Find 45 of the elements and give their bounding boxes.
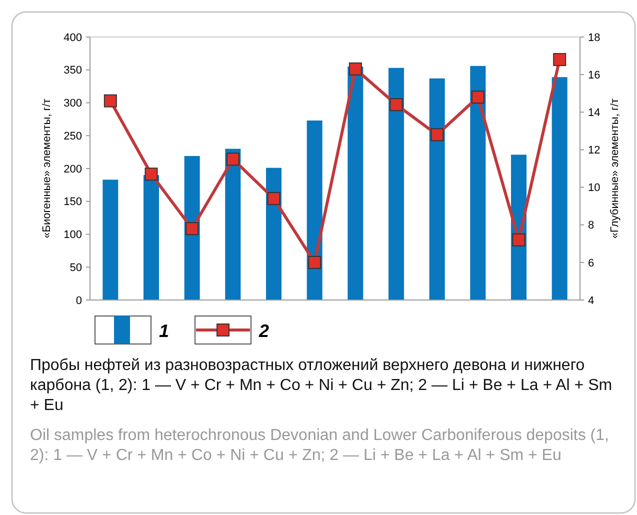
bar (552, 77, 568, 300)
y2-tick-label: 12 (588, 144, 600, 157)
y2-tick-label: 18 (588, 32, 600, 44)
bar (429, 78, 445, 300)
y2-tick-label: 14 (588, 106, 600, 119)
bar (184, 156, 200, 300)
point (512, 233, 526, 246)
point (430, 128, 444, 142)
y-tick-label: 50 (70, 262, 82, 274)
y-tick-label: 300 (64, 98, 82, 110)
bar (143, 175, 160, 300)
legend-label: 1 (159, 321, 170, 341)
point (553, 53, 566, 66)
bar (102, 180, 118, 300)
y-tick-label: 200 (64, 163, 82, 176)
text: Пробы нефтей из разновозрастных отложений верхнего девона и нижнего карбона (1, 2): 1 — V + Cr + Mn + Co + Ni + Cu + Zn; 2 — Li + Be + La + Al + Sm + Eu (30, 357, 612, 414)
y-tick-label: 350 (64, 64, 82, 77)
point (348, 62, 362, 76)
bar (470, 66, 486, 300)
point (186, 222, 199, 236)
bar (348, 66, 364, 300)
y-tick-label: 100 (64, 229, 82, 242)
bar (225, 148, 241, 300)
point (267, 192, 280, 206)
bar (266, 168, 282, 300)
bar (388, 68, 404, 300)
y2-tick-label: 4 (588, 294, 594, 307)
y-tick-label: 150 (64, 196, 82, 208)
point (390, 98, 403, 112)
point (226, 152, 240, 166)
y-tick-label: 0 (76, 294, 82, 307)
y-axis-title: «Биогенные» элементы, г/т (41, 98, 53, 238)
legend-label: 2 (258, 321, 270, 341)
y2-tick-label: 6 (588, 257, 594, 270)
text: Oil samples from heterochronous Devonian and Lower Carboniferous deposits (1, 2): 1 — V + Cr + Mn + Co + Ni + Cu + Zn; 2 — Li + Be + La + Al + Sm + Eu (30, 427, 609, 464)
point (308, 256, 322, 269)
point (144, 168, 158, 181)
y2-tick-label: 8 (588, 220, 594, 232)
y-tick-label: 250 (64, 130, 82, 142)
y-tick-label: 400 (64, 32, 82, 44)
y2-tick-label: 10 (588, 182, 600, 194)
point (471, 90, 484, 104)
y2-axis-title: «Глубинные» элементы, г/т (609, 98, 621, 239)
y2-tick-label: 16 (588, 69, 600, 82)
point (104, 94, 117, 108)
